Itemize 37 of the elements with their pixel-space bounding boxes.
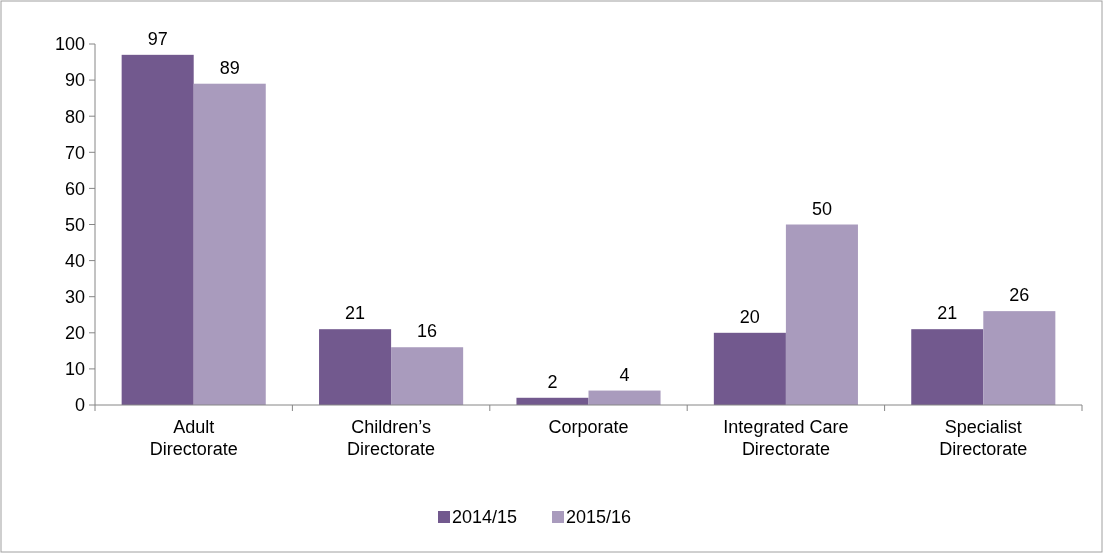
data-label: 2 <box>547 371 558 392</box>
legend-label: 2014/15 <box>452 507 518 528</box>
bar <box>588 390 661 405</box>
data-label: 21 <box>345 303 366 324</box>
bar <box>785 224 858 405</box>
x-tick-label: Children’s Directorate <box>347 417 436 459</box>
legend-label: 2015/16 <box>566 507 632 528</box>
x-tick-label: Adult Directorate <box>149 417 238 459</box>
y-tick-label: 100 <box>54 34 85 55</box>
y-tick-label: 80 <box>64 106 85 127</box>
y-tick-label: 60 <box>64 178 85 199</box>
bar <box>319 329 392 405</box>
bar <box>983 311 1056 405</box>
bar <box>121 54 194 405</box>
data-label: 50 <box>811 198 832 219</box>
x-tick-label: Corporate <box>548 417 629 437</box>
data-label: 26 <box>1009 285 1030 306</box>
data-label: 97 <box>147 28 168 49</box>
data-label: 89 <box>219 57 240 78</box>
y-tick-label: 20 <box>64 323 85 344</box>
y-tick-label: 90 <box>64 70 85 91</box>
x-tick-label: Specialist Directorate <box>939 417 1028 459</box>
y-tick-label: 30 <box>64 287 85 307</box>
data-label: 20 <box>739 306 760 327</box>
y-tick-label: 50 <box>64 214 85 235</box>
bar <box>911 329 984 405</box>
bar <box>713 332 786 405</box>
x-tick-label: Integrated Care Directorate <box>723 417 849 459</box>
data-label: 16 <box>417 321 438 342</box>
data-label: 21 <box>937 303 958 324</box>
y-tick-label: 0 <box>74 395 85 416</box>
bar <box>391 347 464 405</box>
y-tick-label: 10 <box>64 359 85 380</box>
bar <box>193 83 266 405</box>
y-tick-label: 70 <box>64 142 85 163</box>
y-tick-label: 40 <box>64 250 85 271</box>
data-label: 4 <box>619 364 630 385</box>
